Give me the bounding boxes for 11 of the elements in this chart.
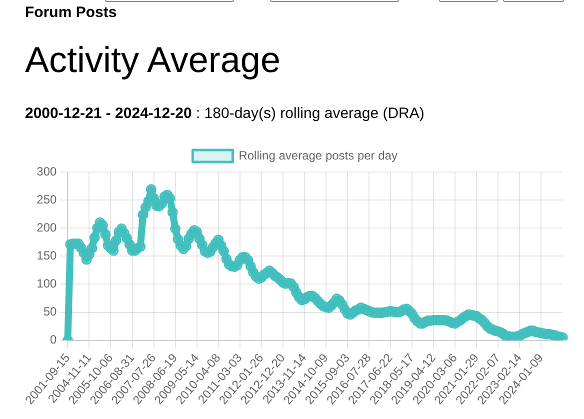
chart-subtitle: 2000-12-21 - 2024-12-20 : 180-day(s) rolling average (DRA) xyxy=(25,105,424,122)
chart-title: Activity Average xyxy=(25,39,280,80)
y-tick-label: 100 xyxy=(36,276,58,291)
y-tick-label: 150 xyxy=(36,248,58,262)
text: Forum Posts xyxy=(25,4,117,22)
y-tick-label: 300 xyxy=(36,164,58,178)
legend-label: Rolling average posts per day xyxy=(238,148,398,162)
y-tick-label: 0 xyxy=(50,332,58,347)
y-tick-label: 250 xyxy=(36,192,58,206)
y-tick-label: 50 xyxy=(43,304,58,319)
y-tick-label: 200 xyxy=(36,220,58,234)
